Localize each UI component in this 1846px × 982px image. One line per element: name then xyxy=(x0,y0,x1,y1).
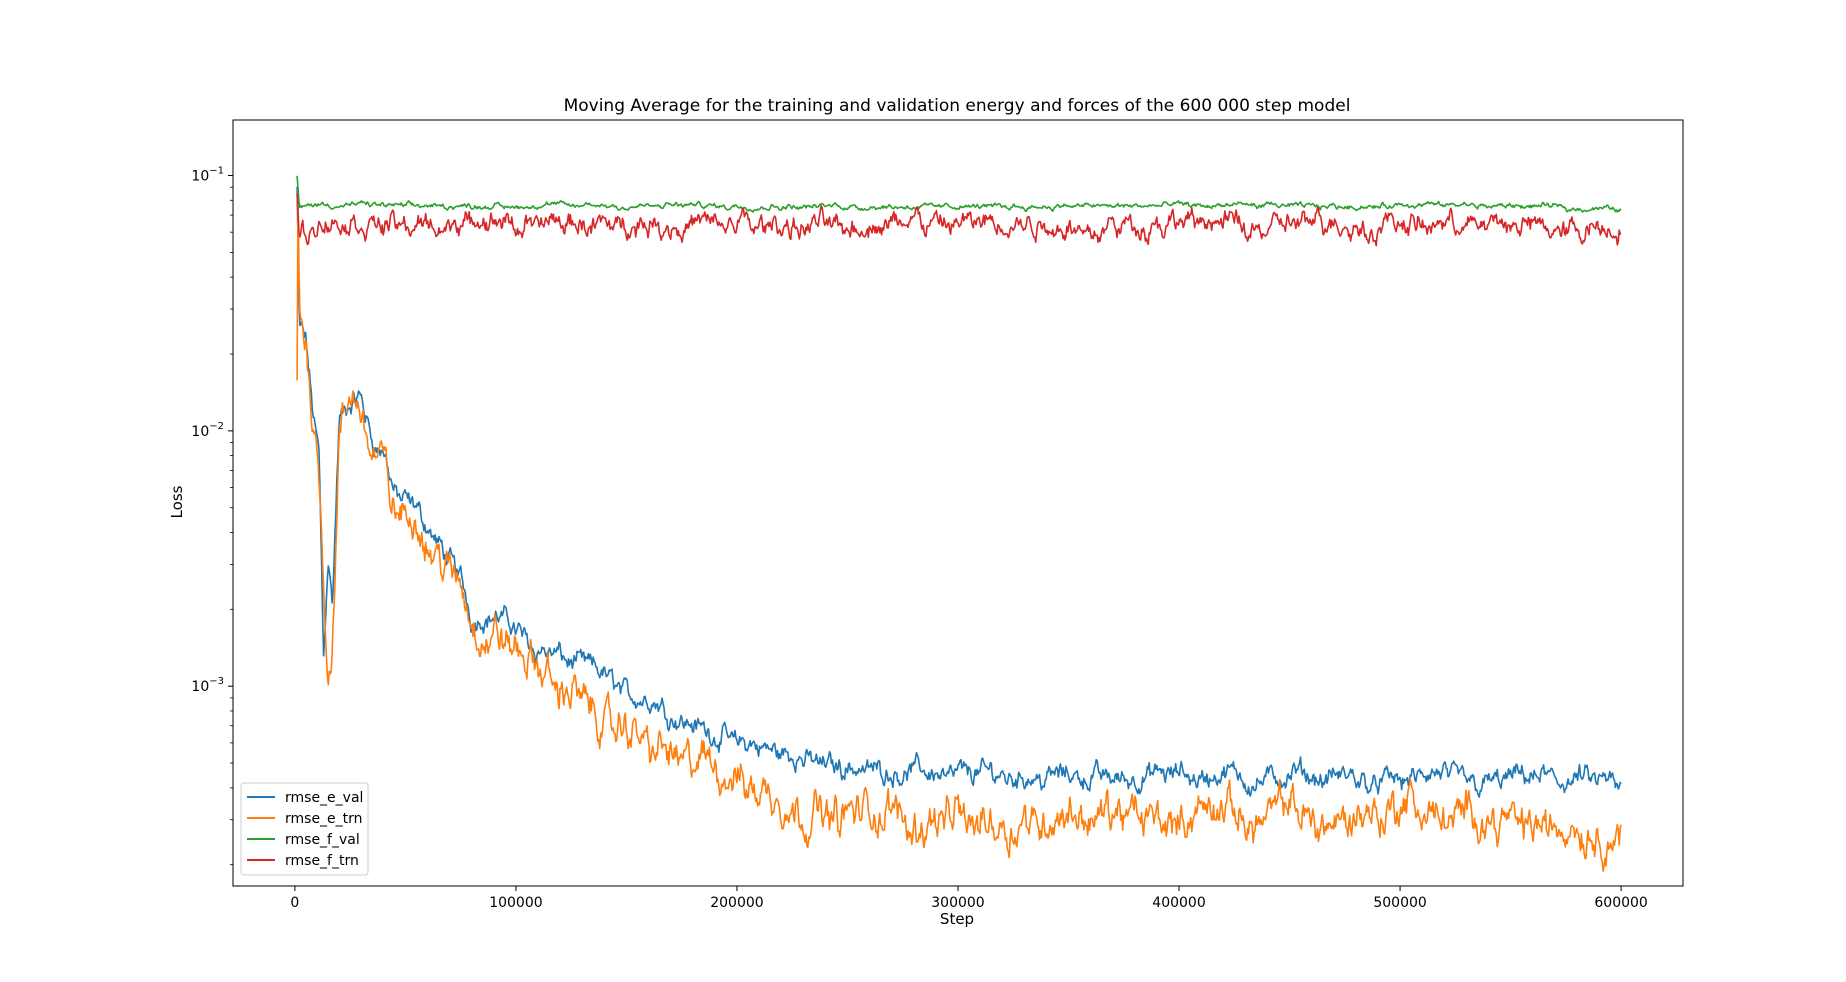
series-line-rmse-e-trn xyxy=(296,193,1622,873)
x-tick-label: 600000 xyxy=(1594,895,1647,911)
chart-title: Moving Average for the training and vali… xyxy=(564,96,1351,116)
y-tick-label: 10−2 xyxy=(191,421,224,440)
legend-label: rmse_f_trn xyxy=(285,853,359,869)
legend-label: rmse_e_trn xyxy=(285,811,363,827)
series-line-rmse-e-val xyxy=(296,186,1622,798)
series-line-rmse-f-val xyxy=(296,175,1622,213)
series-line-rmse-f-trn xyxy=(296,193,1622,247)
x-tick-label: 300000 xyxy=(931,895,984,911)
x-tick-label: 100000 xyxy=(489,895,542,911)
legend: rmse_e_val rmse_e_trn rmse_f_val rmse_f_trn xyxy=(240,782,369,876)
x-tick-label: 200000 xyxy=(710,895,763,911)
y-tick-label: 10−1 xyxy=(191,166,224,185)
x-axis: 0 100000 200000 300000 400000 500000 600000 xyxy=(290,886,1648,911)
legend-box xyxy=(240,782,369,876)
y-axis: 10−3 10−2 10−1 xyxy=(191,166,233,866)
x-tick-label: 400000 xyxy=(1152,895,1205,911)
x-axis-label: Step xyxy=(940,910,974,928)
y-tick-label: 10−3 xyxy=(191,676,224,695)
legend-label: rmse_e_val xyxy=(285,790,363,806)
x-tick-label: 500000 xyxy=(1373,895,1426,911)
y-axis-label: Loss xyxy=(168,485,186,518)
legend-label: rmse_f_val xyxy=(285,832,360,848)
x-tick-label: 0 xyxy=(290,895,299,911)
plot-area xyxy=(296,175,1622,873)
